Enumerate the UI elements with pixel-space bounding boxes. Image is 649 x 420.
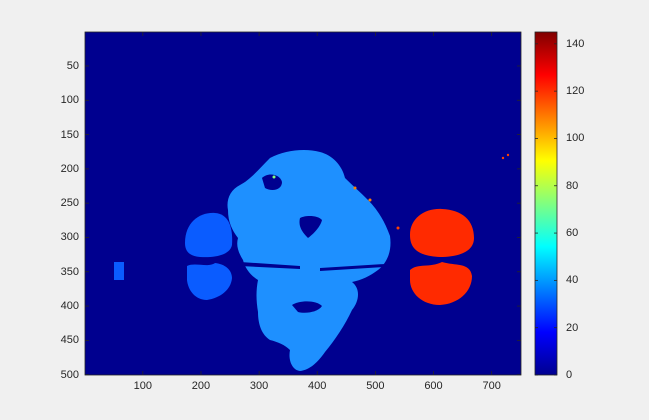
colorbar-tick-label: 100: [566, 132, 585, 145]
colorbar-tick-label: 0: [566, 369, 573, 381]
small-blob: [114, 262, 124, 280]
y-tick-label: 500: [60, 368, 79, 381]
colorbar-tick-label: 20: [566, 321, 579, 334]
y-ticks: [85, 65, 521, 376]
y-tick-label: 450: [60, 334, 79, 347]
colorbar-ticks: [535, 43, 557, 376]
x-tick-label: 700: [482, 380, 501, 392]
x-tick-label: 600: [424, 380, 443, 392]
image-content: [85, 32, 521, 375]
right-ear-upper: [410, 208, 474, 257]
speckle: [368, 198, 372, 202]
colorbar-tick-label: 140: [566, 37, 585, 50]
y-tick-label: 50: [66, 59, 79, 72]
speckle: [396, 226, 400, 230]
face-detail: [299, 215, 322, 238]
y-tick-label: 200: [60, 162, 79, 175]
x-ticks: [142, 32, 493, 375]
face-detail: [262, 174, 282, 190]
x-tick-label: 200: [191, 380, 211, 392]
right-ear-lower: [410, 262, 472, 305]
y-tick-label: 300: [60, 231, 79, 244]
face-detail: [320, 264, 385, 271]
y-tick-label: 250: [60, 197, 79, 210]
colorbar: [534, 31, 558, 376]
left-ear-upper: [185, 212, 233, 258]
colorbar-tick-label: 80: [566, 179, 579, 192]
colorbar-tick-label: 60: [566, 227, 579, 240]
speckle: [501, 156, 505, 160]
speckle: [506, 153, 510, 157]
colorbar-tick-label: 120: [566, 85, 585, 98]
face-shape: [227, 150, 391, 371]
y-tick-label: 100: [60, 94, 79, 107]
x-tick-label: 400: [308, 380, 327, 392]
left-ear-lower: [187, 263, 232, 300]
y-tick-label: 150: [60, 128, 79, 141]
face-detail: [292, 301, 322, 313]
speckle: [272, 175, 276, 179]
y-tick-label: 350: [60, 265, 79, 278]
colorbar-tick-label: 40: [566, 274, 579, 287]
x-tick-label: 500: [366, 380, 385, 392]
x-tick-label: 100: [133, 380, 152, 392]
speckle: [353, 186, 357, 190]
x-tick-label: 300: [249, 380, 269, 392]
y-tick-label: 400: [60, 300, 79, 313]
face-detail: [240, 262, 300, 269]
